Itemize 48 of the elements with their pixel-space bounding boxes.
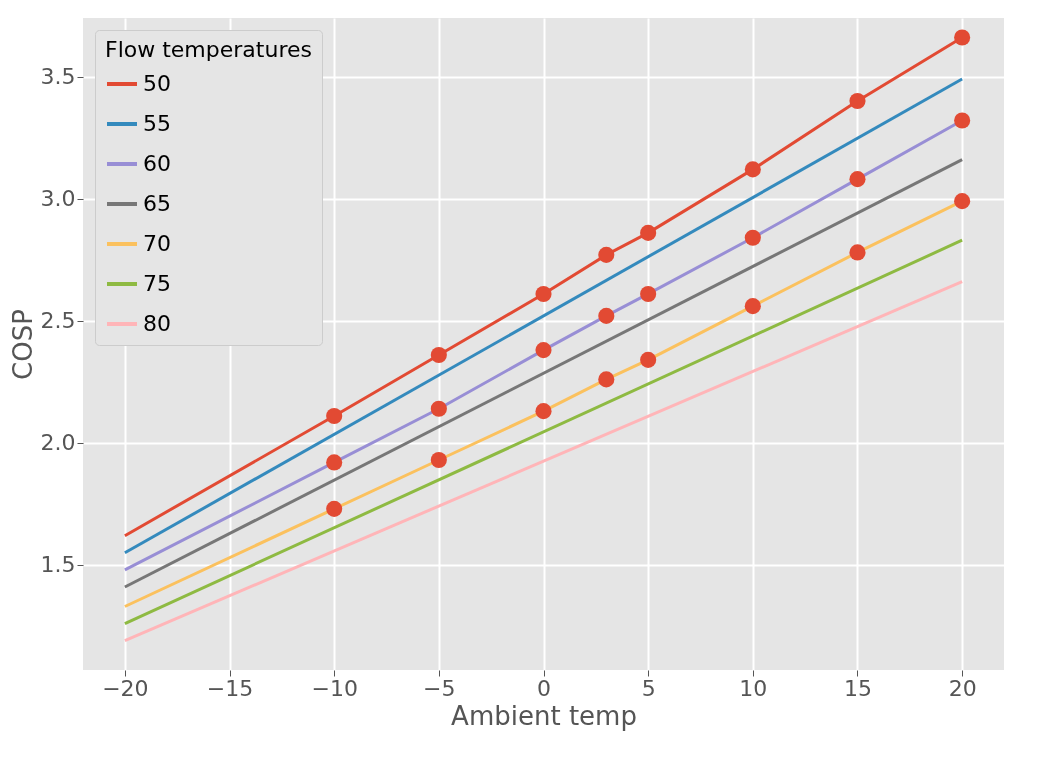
point: [326, 454, 343, 471]
legend-label: 60: [143, 151, 171, 176]
point: [849, 92, 866, 110]
point: [598, 307, 615, 324]
point: [326, 500, 343, 517]
x-tick-label: −15: [206, 675, 254, 701]
y-tick-label: 2.5: [40, 308, 76, 334]
x-tick-label: 5: [641, 675, 656, 701]
point: [598, 371, 615, 388]
x-tick-label: 10: [739, 675, 768, 701]
y-tick-label: 3.5: [40, 64, 76, 90]
point: [640, 351, 657, 368]
x-tick-label: −10: [311, 675, 358, 701]
point: [535, 285, 552, 302]
point: [640, 285, 657, 302]
point: [430, 451, 447, 469]
y-tick-label: 2.0: [40, 430, 76, 456]
legend-label: 70: [143, 231, 171, 256]
legend-label: 75: [143, 271, 171, 296]
point: [744, 229, 761, 246]
x-tick-label: 15: [843, 675, 872, 701]
point: [430, 400, 447, 417]
y-tick-label: 3.0: [40, 186, 76, 212]
x-tick-label: −5: [423, 675, 456, 701]
x-tick-label: 20: [948, 675, 977, 701]
point: [849, 171, 866, 188]
legend-label: 80: [143, 311, 171, 336]
y-axis-title: COSP: [7, 309, 38, 380]
x-tick-label: 0: [537, 675, 551, 701]
point: [849, 244, 866, 261]
legend-title: Flow temperatures: [105, 37, 312, 62]
point: [535, 403, 552, 420]
point: [744, 161, 761, 178]
x-tick-label: −20: [102, 675, 149, 701]
point: [326, 407, 343, 425]
point: [430, 346, 447, 364]
point: [954, 112, 971, 129]
point: [640, 224, 657, 241]
legend-label: 55: [143, 111, 171, 136]
legend-label: 50: [143, 71, 171, 96]
point: [744, 298, 761, 315]
legend-label: 65: [143, 191, 171, 216]
x-axis-title: Ambient temp: [451, 700, 637, 731]
point: [954, 29, 971, 46]
point: [598, 246, 615, 263]
point: [535, 342, 552, 359]
point: [954, 193, 971, 210]
y-tick-label: 1.5: [40, 552, 76, 578]
